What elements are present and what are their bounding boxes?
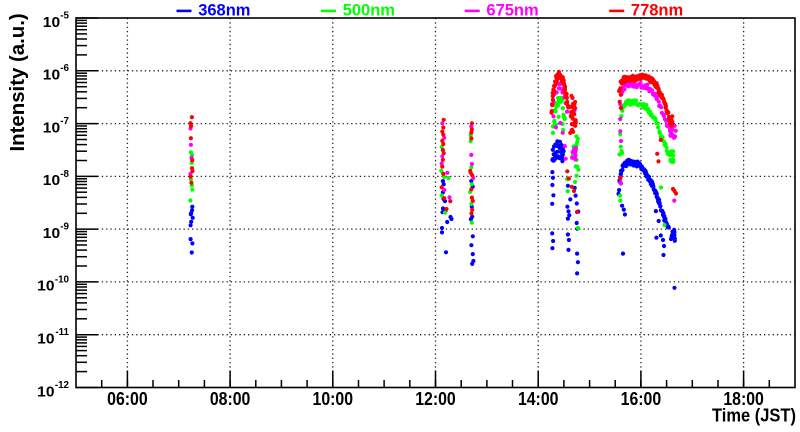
svg-text:10: 10 xyxy=(37,383,54,400)
svg-text:10: 10 xyxy=(43,14,60,31)
svg-text:12:00: 12:00 xyxy=(415,388,456,409)
svg-text:-9: -9 xyxy=(60,222,69,233)
svg-text:10: 10 xyxy=(37,278,54,295)
svg-text:778nm: 778nm xyxy=(631,2,683,20)
svg-text:10: 10 xyxy=(43,225,60,242)
svg-text:10:00: 10:00 xyxy=(313,388,354,409)
svg-text:-5: -5 xyxy=(60,10,69,21)
svg-text:-6: -6 xyxy=(60,63,69,74)
svg-text:10: 10 xyxy=(37,331,54,348)
svg-text:-7: -7 xyxy=(60,116,69,127)
svg-text:-8: -8 xyxy=(60,169,69,180)
svg-text:-12: -12 xyxy=(55,380,70,391)
svg-text:10: 10 xyxy=(43,119,60,136)
svg-text:-10: -10 xyxy=(55,274,70,285)
svg-text:18:00: 18:00 xyxy=(723,388,764,409)
svg-text:10: 10 xyxy=(43,172,60,189)
svg-text:675nm: 675nm xyxy=(486,2,538,20)
svg-text:368nm: 368nm xyxy=(198,2,250,20)
svg-text:06:00: 06:00 xyxy=(107,388,148,409)
svg-text:500nm: 500nm xyxy=(343,2,395,20)
svg-text:14:00: 14:00 xyxy=(518,388,559,409)
svg-text:-11: -11 xyxy=(55,327,69,338)
svg-text:08:00: 08:00 xyxy=(210,388,251,409)
svg-text:10: 10 xyxy=(43,67,60,84)
svg-text:Time (JST): Time (JST) xyxy=(712,404,796,425)
svg-text:16:00: 16:00 xyxy=(621,388,662,409)
svg-text:Intensity (a.u.): Intensity (a.u.) xyxy=(7,13,29,151)
